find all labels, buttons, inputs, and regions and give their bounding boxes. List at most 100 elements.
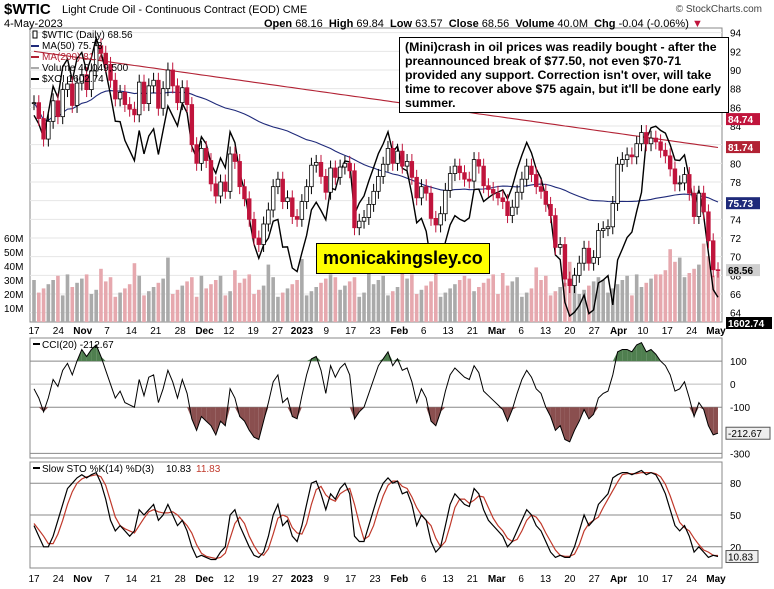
candle-body <box>223 181 228 192</box>
candle-body <box>404 161 410 167</box>
chart-date: 4-May-2023 <box>4 18 63 30</box>
legend-label: $XOI 1602.74 <box>42 74 104 85</box>
volume-bar <box>481 282 486 322</box>
candle-body <box>70 83 75 106</box>
x-tick-label-top: 13 <box>540 326 552 337</box>
cci-negative-fill <box>297 407 302 419</box>
volume-bar <box>610 288 615 322</box>
x-tick-label-top: 10 <box>637 326 649 337</box>
volume-bar <box>496 294 500 322</box>
cci-legend-label: CCI(20) -212.67 <box>42 340 114 351</box>
cci-negative-fill <box>564 407 570 442</box>
volume-bar <box>166 257 170 322</box>
candle-body <box>361 217 367 222</box>
volume-bar <box>343 285 347 322</box>
candle-body <box>706 211 711 242</box>
candle-body <box>127 104 132 110</box>
volume-tick-label: 30M <box>4 276 23 287</box>
instrument-name: Light Crude Oil - Continuous Contract (E… <box>62 4 307 16</box>
volume-tick-label: 10M <box>4 304 23 315</box>
candle-body <box>428 192 434 219</box>
candle-body <box>500 197 505 203</box>
candle-body <box>567 278 572 287</box>
x-tick-label-bottom: 10 <box>637 574 649 585</box>
volume-bar <box>539 280 543 322</box>
open-label: Open <box>264 18 293 30</box>
high-value: 69.84 <box>356 18 384 30</box>
volume-bar <box>524 292 529 322</box>
volume-bar <box>108 277 113 322</box>
candle-body <box>137 81 142 116</box>
value-tag <box>726 113 760 126</box>
candle-body <box>213 183 218 197</box>
candle-body <box>476 159 482 167</box>
cci-negative-fill <box>512 407 518 410</box>
cci-negative-fill <box>191 407 197 431</box>
volume-bar <box>266 264 271 322</box>
volume-bar <box>204 288 208 322</box>
x-tick-label-bottom: 21 <box>150 574 162 585</box>
candle-body <box>447 173 453 191</box>
candle-body <box>333 167 338 178</box>
volume-bar <box>505 285 510 322</box>
price-tick-label: 74 <box>730 215 742 226</box>
candle-body <box>180 87 185 104</box>
volume-bar <box>295 280 299 322</box>
candle-body <box>467 178 472 182</box>
x-tick-label-bottom: 6 <box>421 574 427 585</box>
volume-bar <box>376 280 381 322</box>
cci-negative-fill <box>234 407 240 417</box>
volume-bar <box>649 278 653 322</box>
legend-label: MA(50) 75.73 <box>42 41 103 52</box>
candle-body <box>481 165 486 187</box>
candle-body <box>371 190 376 205</box>
candle-body <box>203 147 209 161</box>
candle-body <box>89 70 94 91</box>
volume-bar <box>36 292 41 322</box>
exchange: CME <box>282 4 308 16</box>
volume-bar <box>510 281 515 322</box>
candle-body <box>275 178 281 188</box>
volume-bar <box>620 280 625 322</box>
candle-body <box>419 186 424 199</box>
volume-bar <box>381 275 385 322</box>
value-tag <box>726 197 760 210</box>
x-tick-label-top: 6 <box>518 326 524 337</box>
volume-bar <box>352 277 357 322</box>
volume-bar <box>103 281 108 322</box>
candle-body <box>347 162 352 172</box>
candle-body <box>534 174 539 188</box>
volume-bar <box>199 275 204 322</box>
cci-positive-fill <box>631 344 637 362</box>
volume-bar <box>697 264 701 322</box>
candle-body <box>208 160 214 185</box>
volume-bar <box>386 295 390 322</box>
volume-bar <box>367 271 371 322</box>
candle-body <box>122 92 128 105</box>
cci-positive-fill <box>627 349 632 362</box>
candle-body <box>36 102 41 119</box>
candle-body <box>696 192 702 217</box>
volume-tick-label: 60M <box>4 234 23 245</box>
candle-body <box>395 150 400 164</box>
candle-body <box>529 165 534 175</box>
sto-value-tag-label: 10.83 <box>728 553 753 564</box>
volume-bar <box>615 284 620 322</box>
volume-bar <box>338 289 342 322</box>
cci-negative-fill <box>249 407 255 438</box>
symbol: $WTIC <box>4 1 51 18</box>
volume-bar <box>601 280 606 322</box>
candle-body <box>60 89 65 118</box>
cci-negative-fill <box>220 407 226 426</box>
volume-bar <box>534 267 539 322</box>
volume-bar <box>319 282 323 322</box>
candle-body <box>701 192 706 213</box>
copyright: © StockCharts.com <box>675 4 762 15</box>
volume-bar <box>65 274 70 322</box>
price-tick-label: 72 <box>730 234 742 245</box>
x-tick-label-bottom: 27 <box>272 574 284 585</box>
candle-body <box>247 198 252 220</box>
volume-bar <box>228 291 232 322</box>
candle-body <box>227 153 233 192</box>
volume-tick-label: 50M <box>4 248 23 259</box>
